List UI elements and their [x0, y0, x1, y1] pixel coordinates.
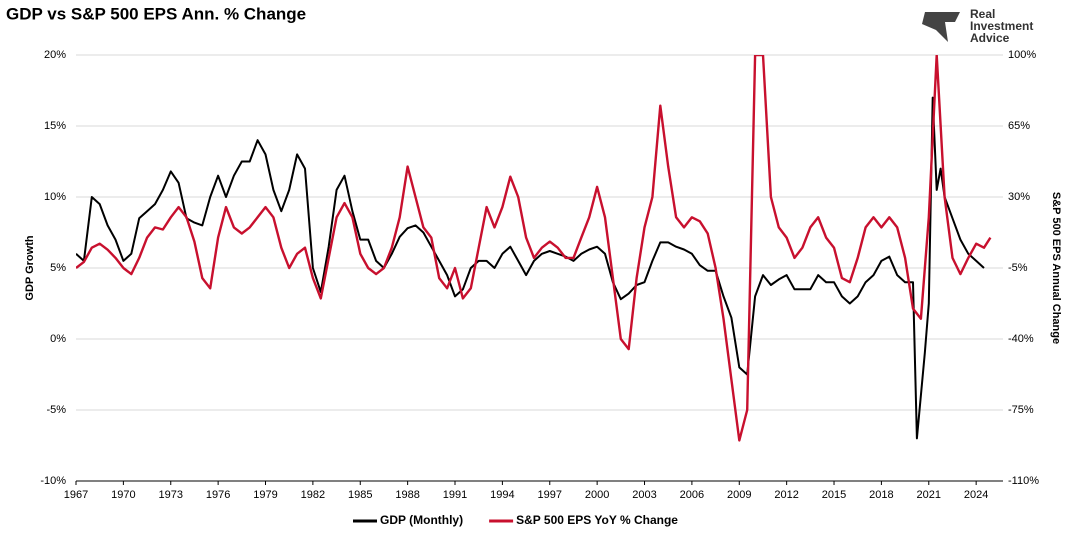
x-tick-label: 1976 [206, 489, 230, 501]
y-axis-title: GDP Growth [24, 235, 36, 300]
x-tick-label: 2006 [680, 489, 704, 501]
y2-tick-label: 65% [1008, 120, 1030, 132]
x-tick-label: 2003 [632, 489, 656, 501]
x-tick-label: 1979 [253, 489, 277, 501]
y-tick-label: 10% [44, 191, 66, 203]
y2-tick-label: 100% [1008, 49, 1036, 61]
x-tick-label: 2000 [585, 489, 609, 501]
y-tick-label: 0% [50, 333, 66, 345]
y-tick-label: 15% [44, 120, 66, 132]
y-tick-label: -5% [46, 404, 66, 416]
series-line [76, 55, 992, 442]
legend-label: GDP (Monthly) [380, 513, 463, 527]
x-tick-label: 1970 [111, 489, 135, 501]
series-line [76, 96, 985, 440]
y2-tick-label: -110% [1008, 475, 1039, 487]
x-tick-label: 1985 [348, 489, 372, 501]
x-tick-label: 2012 [774, 489, 798, 501]
x-tick-label: 1967 [64, 489, 88, 501]
x-tick-label: 2015 [822, 489, 846, 501]
legend-label: S&P 500 EPS YoY % Change [516, 513, 678, 527]
y-tick-label: 5% [50, 262, 66, 274]
x-tick-label: 2024 [964, 489, 988, 501]
x-tick-label: 1994 [490, 489, 514, 501]
y2-tick-label: -75% [1008, 404, 1034, 416]
chart-title: GDP vs S&P 500 EPS Ann. % Change [6, 4, 306, 23]
x-tick-label: 2009 [727, 489, 751, 501]
y2-tick-label: -5% [1008, 262, 1028, 274]
logo: Real Investment Advice [922, 8, 1034, 45]
x-tick-label: 1991 [443, 489, 467, 501]
x-tick-label: 2021 [917, 489, 941, 501]
logo-text: Real Investment Advice [970, 8, 1034, 45]
y2-tick-label: -40% [1008, 333, 1034, 345]
x-tick-label: 1973 [159, 489, 183, 501]
y-tick-label: -10% [40, 475, 66, 487]
y2-axis-title: S&P 500 EPS Annual Change [1050, 192, 1062, 344]
x-tick-label: 1982 [301, 489, 325, 501]
y2-tick-label: 30% [1008, 191, 1030, 203]
logo-icon [922, 12, 960, 42]
x-tick-label: 1988 [395, 489, 419, 501]
logo-box: Real Investment Advice [970, 8, 1034, 45]
y-tick-label: 20% [44, 49, 66, 61]
x-tick-label: 1997 [538, 489, 562, 501]
x-tick-label: 2018 [869, 489, 893, 501]
